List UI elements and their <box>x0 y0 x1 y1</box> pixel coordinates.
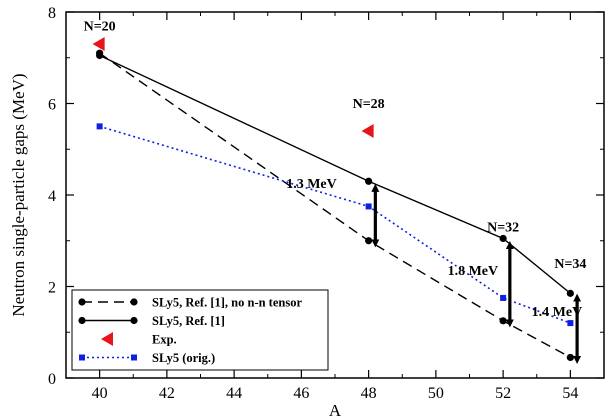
annotation-label: N=34 <box>554 257 586 272</box>
annotations-group: N=20 N=28 N=32 N=34 1.3 MeV 1.8 MeV 1.4 MeV <box>84 19 587 320</box>
x-tick-label: 48 <box>361 385 377 402</box>
series-1 <box>96 51 574 297</box>
annotation-label: N=28 <box>353 97 385 112</box>
series-line <box>99 52 571 359</box>
y-tick-label: 2 <box>48 280 56 297</box>
x-tick-label: 54 <box>562 385 578 402</box>
data-point <box>499 234 507 243</box>
y-axis-label: Neutron single-particle gaps (MeV) <box>9 73 28 316</box>
x-axis-label: A <box>329 401 342 418</box>
data-point <box>365 203 372 210</box>
legend: SLy5, Ref. [1], no n-n tensor SLy5, Ref. … <box>71 289 329 371</box>
x-tick-label: 46 <box>293 385 309 402</box>
annotation-label: 1.4 MeV <box>532 305 583 320</box>
data-point <box>96 123 103 130</box>
data-point <box>566 353 574 362</box>
data-point <box>567 320 574 327</box>
legend-box <box>71 289 329 371</box>
data-point <box>365 237 373 245</box>
series-line <box>99 54 571 294</box>
series-3 <box>96 123 574 327</box>
legend-entry: Exp. <box>152 333 177 347</box>
legend-marker <box>78 316 86 325</box>
y-tick-label: 8 <box>48 5 56 22</box>
legend-entry: SLy5 (orig.) <box>152 351 215 365</box>
arrows-group <box>371 183 582 364</box>
legend-entry: SLy5, Ref. [1], no n-n tensor <box>152 296 302 310</box>
x-tick-label: 42 <box>159 385 175 402</box>
y-tick-label: 0 <box>48 371 56 388</box>
y-tick-label: 4 <box>48 188 56 205</box>
legend-marker <box>79 354 85 361</box>
annotation-label: 1.8 MeV <box>448 264 499 279</box>
data-point <box>500 294 507 301</box>
legend-marker <box>78 298 86 306</box>
annotation-label: N=20 <box>84 19 116 34</box>
data-point <box>361 123 374 138</box>
data-point <box>96 51 104 60</box>
data-point <box>92 37 105 52</box>
data-point <box>499 317 507 325</box>
data-point <box>566 289 574 297</box>
legend-marker <box>131 354 137 361</box>
annotation-label: N=32 <box>487 221 519 236</box>
legend-marker <box>101 332 113 346</box>
series-2 <box>92 37 374 138</box>
y-tick-label: 6 <box>48 97 56 114</box>
x-tick-label: 40 <box>92 385 108 402</box>
legend-marker <box>130 298 138 306</box>
data-point <box>365 177 373 185</box>
series-group <box>92 37 574 362</box>
annotation-label: 1.3 MeV <box>286 177 337 192</box>
legend-entry: SLy5, Ref. [1] <box>152 314 225 328</box>
x-tick-label: 50 <box>428 385 444 402</box>
series-line <box>99 125 571 324</box>
x-tick-label: 44 <box>226 385 242 402</box>
x-tick-label: 52 <box>495 385 511 402</box>
legend-marker <box>130 316 138 325</box>
